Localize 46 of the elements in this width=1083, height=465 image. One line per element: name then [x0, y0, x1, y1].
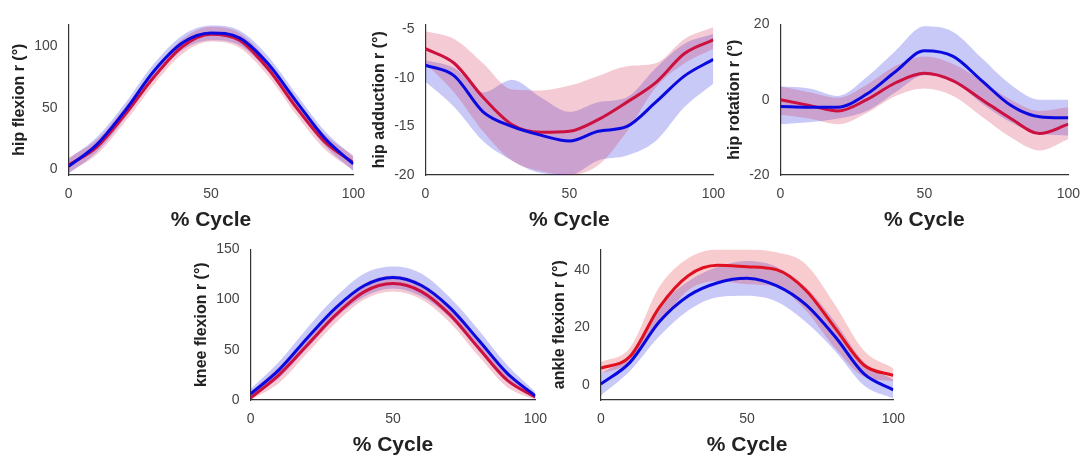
y-axis-title: ankle flexion r (°) — [550, 260, 568, 390]
x-axis-title: % Cycle — [529, 207, 610, 231]
x-tick-label: 100 — [341, 185, 366, 202]
y-tick-label: -10 — [394, 68, 415, 85]
y-tick-label: 0 — [231, 390, 240, 407]
y-tick-label: 100 — [216, 290, 240, 307]
x-tick-label: 100 — [1056, 185, 1081, 202]
x-tick-label: 0 — [776, 185, 785, 202]
y-tick-label: 100 — [34, 37, 58, 54]
line-series — [425, 57, 714, 143]
y-tick-label: 50 — [223, 340, 240, 357]
x-tick-label: 100 — [523, 410, 548, 427]
x-tick-label: 0 — [421, 185, 430, 202]
x-tick-label: 50 — [739, 410, 756, 427]
y-tick-label: 0 — [761, 90, 770, 107]
y-axis-title: hip flexion r (°) — [10, 43, 28, 156]
x-tick-label: 0 — [246, 410, 255, 427]
x-axis-title: % Cycle — [352, 432, 434, 456]
line-series — [425, 38, 714, 134]
line-series — [600, 276, 894, 392]
y-tick-label: -20 — [394, 165, 415, 182]
y-tick-label: 20 — [574, 318, 590, 335]
x-tick-label: 100 — [881, 410, 906, 427]
x-tick-label: 100 — [701, 185, 726, 202]
y-tick-label: -20 — [749, 165, 770, 182]
x-tick-label: 0 — [64, 185, 73, 202]
line-series — [780, 71, 1069, 136]
x-tick-label: 50 — [916, 185, 933, 202]
line-series — [780, 49, 1069, 120]
y-tick-label: 50 — [41, 98, 58, 115]
y-axis-title: hip rotation r (°) — [725, 39, 743, 160]
y-tick-label: 0 — [49, 159, 58, 176]
y-tick-label: 0 — [581, 376, 590, 393]
x-tick-label: 50 — [203, 185, 219, 202]
y-tick-label: 40 — [574, 260, 590, 277]
y-axis-title: knee flexion r (°) — [192, 262, 210, 388]
y-tick-label: -5 — [401, 20, 415, 37]
y-axis-title: hip adduction r (°) — [370, 31, 388, 169]
x-axis-title: % Cycle — [170, 207, 252, 231]
x-axis-title: % Cycle — [884, 207, 965, 231]
y-tick-label: 20 — [753, 15, 770, 32]
x-axis-title: % Cycle — [706, 432, 788, 456]
y-tick-label: 150 — [216, 240, 240, 257]
x-tick-label: 50 — [561, 185, 578, 202]
y-tick-label: -15 — [394, 117, 415, 134]
x-tick-label: 0 — [596, 410, 605, 427]
